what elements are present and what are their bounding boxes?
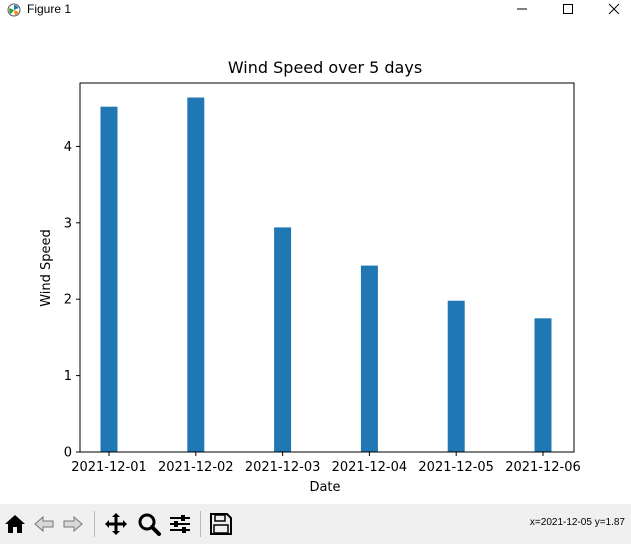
- y-tick-label: 0: [64, 446, 72, 461]
- window-title: Figure 1: [27, 2, 72, 16]
- save-button[interactable]: [208, 511, 234, 537]
- maximize-icon: [563, 4, 573, 14]
- zoom-button[interactable]: [136, 511, 162, 537]
- matplotlib-icon: [7, 2, 21, 17]
- y-tick-label: 3: [64, 216, 72, 231]
- close-button[interactable]: [591, 0, 631, 18]
- bar-chart: Wind Speed over 5 days 0 1 2 3 4 2021-12-01 2…: [39, 58, 581, 495]
- x-tick-label: 2021-12-04: [332, 460, 408, 475]
- forward-icon: [63, 515, 83, 533]
- zoom-icon: [138, 513, 161, 536]
- minimize-button[interactable]: [499, 0, 545, 18]
- bar: [360, 265, 378, 452]
- configure-subplots-button[interactable]: [167, 511, 193, 537]
- x-tick-label: 2021-12-02: [158, 460, 234, 475]
- x-axis-label: Date: [309, 480, 340, 495]
- x-tick-label: 2021-12-05: [418, 460, 494, 475]
- toolbar-separator: [94, 511, 95, 537]
- plot-frame: [79, 82, 575, 453]
- x-tick-label: 2021-12-01: [71, 460, 147, 475]
- y-tick-label: 4: [64, 140, 72, 155]
- bar: [100, 106, 118, 452]
- y-tick-label: 2: [64, 293, 72, 308]
- maximize-button[interactable]: [545, 0, 591, 18]
- navigation-toolbar: x=2021-12-05 y=1.87: [0, 504, 631, 544]
- toolbar-separator: [200, 511, 201, 537]
- back-button[interactable]: [31, 511, 57, 537]
- minimize-icon: [517, 8, 527, 10]
- pan-icon: [105, 513, 127, 535]
- pan-button[interactable]: [103, 511, 129, 537]
- x-tick-label: 2021-12-06: [505, 460, 581, 475]
- y-tick-label: 1: [64, 369, 72, 384]
- bar: [447, 300, 465, 452]
- home-button[interactable]: [2, 511, 28, 537]
- back-icon: [34, 515, 54, 533]
- cursor-coordinates: x=2021-12-05 y=1.87: [529, 517, 625, 528]
- title-bar: Figure 1: [0, 0, 631, 18]
- bar: [534, 318, 552, 452]
- figure-canvas[interactable]: Wind Speed over 5 days 0 1 2 3 4 2021-12-01 2…: [0, 18, 631, 504]
- forward-button[interactable]: [60, 511, 86, 537]
- bar: [274, 227, 292, 452]
- x-tick-label: 2021-12-03: [245, 460, 321, 475]
- home-icon: [5, 515, 25, 533]
- configure-subplots-icon: [170, 515, 190, 533]
- chart-title: Wind Speed over 5 days: [228, 58, 422, 77]
- save-icon: [210, 513, 232, 535]
- close-icon: [608, 3, 620, 15]
- y-axis-label: Wind Speed: [39, 229, 54, 307]
- bar: [187, 97, 205, 452]
